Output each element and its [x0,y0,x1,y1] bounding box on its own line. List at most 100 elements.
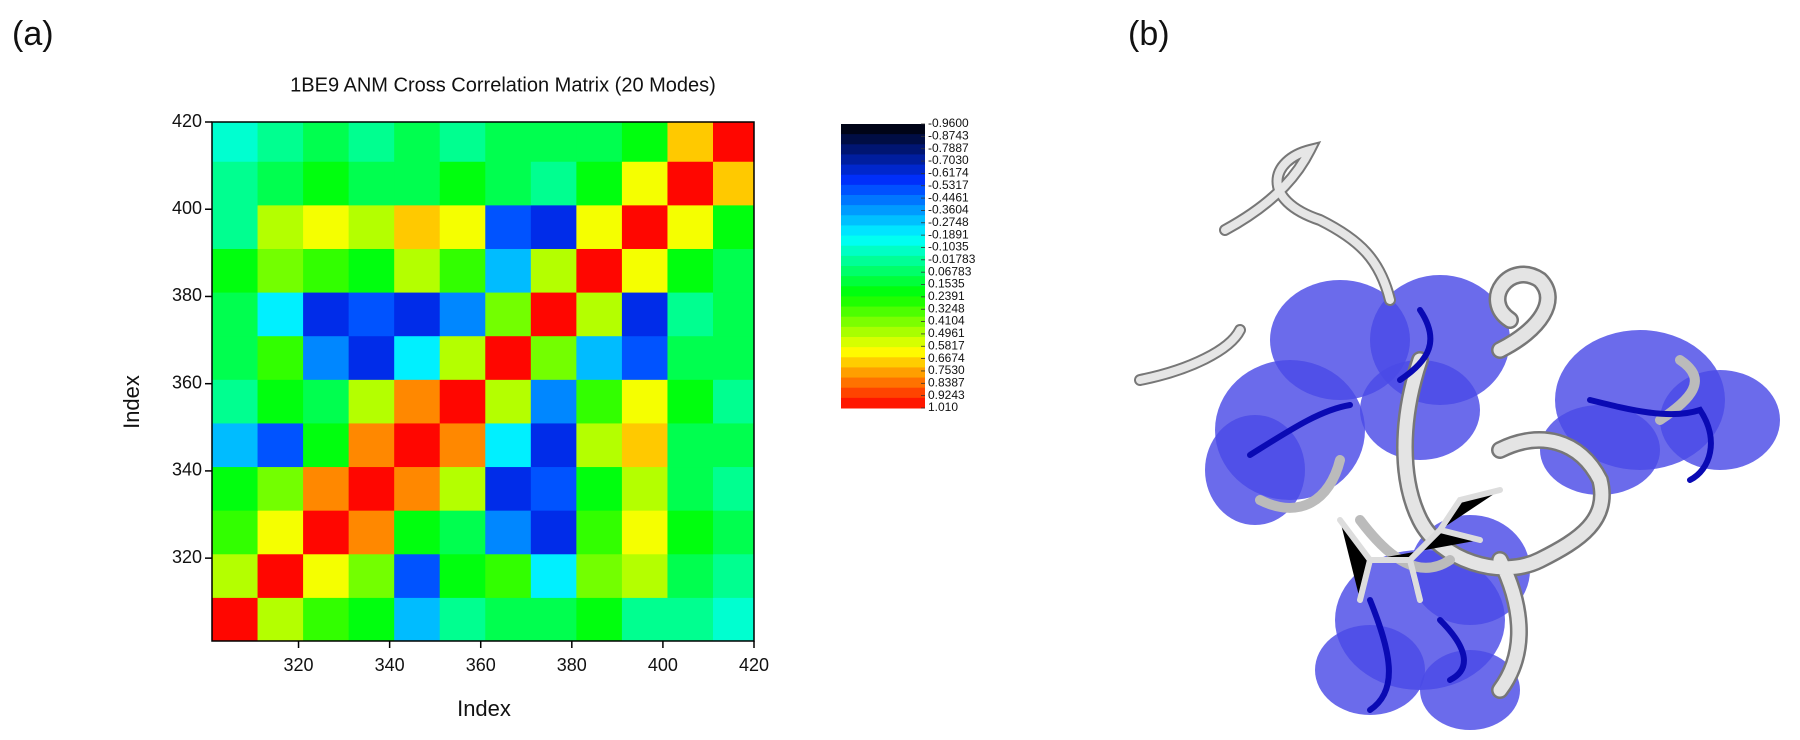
heatmap-cell [257,161,304,206]
heatmap-cell [576,204,623,249]
heatmap-cell [713,122,755,162]
heatmap-cell [530,204,577,249]
y-tick-label: 360 [172,372,202,392]
protein-structure [1134,141,1780,730]
heatmap-cell [667,248,714,293]
colorbar-band [841,337,925,348]
colorbar-label: 0.8387 [928,375,965,389]
heatmap-cell [485,335,532,380]
colorbar-label: -0.5317 [928,178,969,192]
heatmap-cell [485,422,532,468]
colorbar-band [841,134,925,145]
x-tick-label: 400 [648,655,678,675]
heatmap-cell [667,204,714,249]
heatmap-cell [303,292,350,337]
colorbar-band [841,286,925,297]
heatmap-cell [257,510,304,555]
heatmap-cell [667,379,714,424]
heatmap-cell [303,335,350,380]
y-tick-label: 400 [172,198,202,218]
colorbar-band [841,225,925,237]
heatmap-cell [621,597,668,642]
heatmap-cell [667,292,714,337]
colorbar-label: 0.2391 [928,289,965,303]
heatmap-cell [576,510,623,555]
heatmap-cell [667,597,714,642]
heatmap-cell [348,422,395,468]
heatmap-cell [713,422,755,468]
heatmap-cell [439,597,486,642]
heatmap-cell [485,597,532,642]
colorbar-band [841,357,925,368]
y-tick-label: 340 [172,460,202,480]
heatmap-cell [621,122,668,162]
colorbar-band [841,387,925,399]
plot-frame [211,121,755,642]
heatmap-cell [394,553,441,598]
surface [1205,275,1780,730]
colorbar-band [841,205,925,216]
colorbar-label: 0.1535 [928,277,965,291]
colorbar-label: 0.3248 [928,301,965,315]
heatmap-cell [713,553,755,598]
heatmap-cell [303,122,350,162]
heatmap-cell [257,248,304,293]
heatmap-cell [394,510,441,555]
heatmap-cell [485,379,532,424]
colorbar-band [841,316,925,328]
heatmap-cell [530,379,577,424]
colorbar-band [841,326,925,338]
heatmap-cell [394,335,441,380]
heatmap-cell [485,161,532,206]
heatmap-cell [257,204,304,249]
heatmap-cell [439,204,486,249]
heatmap-cell [485,466,532,511]
heatmap-cell [212,204,259,249]
colorbar-label: -0.8743 [928,129,969,143]
heatmap-cell [621,161,668,206]
heatmap-cell [212,248,259,293]
heatmap-cell [485,292,532,337]
heatmap-cell [348,335,395,380]
heatmap-cell [713,597,755,642]
heatmap-cell [257,379,304,424]
heatmap-cell [713,379,755,424]
colorbar-band [841,367,925,379]
heatmap-cell [621,553,668,598]
heatmap-cell [257,292,304,337]
colorbar-band [841,266,925,277]
heatmap-cell [576,248,623,293]
heatmap-cell [212,161,259,206]
heatmap-cell [212,510,259,555]
heatmap-cell [485,204,532,249]
heatmap-cell [530,510,577,555]
heatmap-cell [621,335,668,380]
y-tick-label: 420 [172,111,202,131]
colorbar-band [841,397,925,409]
heatmap-cell [439,553,486,598]
heatmap-cell [713,510,755,555]
colorbar-label: -0.7030 [928,153,969,167]
heatmap-cell [212,422,259,468]
heatmap-cell [212,466,259,511]
heatmap-cell [212,122,259,162]
heatmap-cell [394,204,441,249]
heatmap-cell [530,553,577,598]
heatmap-cell [212,292,259,337]
heatmap-cell [439,161,486,206]
heatmap-cell [394,122,441,162]
colorbar-label: -0.7887 [928,141,969,155]
heatmap-cell [576,553,623,598]
heatmap-cell [348,122,395,162]
colorbar-band [841,245,925,257]
heatmap-cell [348,161,395,206]
heatmap-cell [303,422,350,468]
x-tick-label: 380 [557,655,587,675]
heatmap-cell [348,204,395,249]
panel-label: (a) [12,15,54,53]
heatmap-cell [394,161,441,206]
heatmap-cell [576,379,623,424]
heatmap-cell [621,510,668,555]
y-axis-label: Index [119,375,144,429]
colorbar-label: 0.9243 [928,388,965,402]
